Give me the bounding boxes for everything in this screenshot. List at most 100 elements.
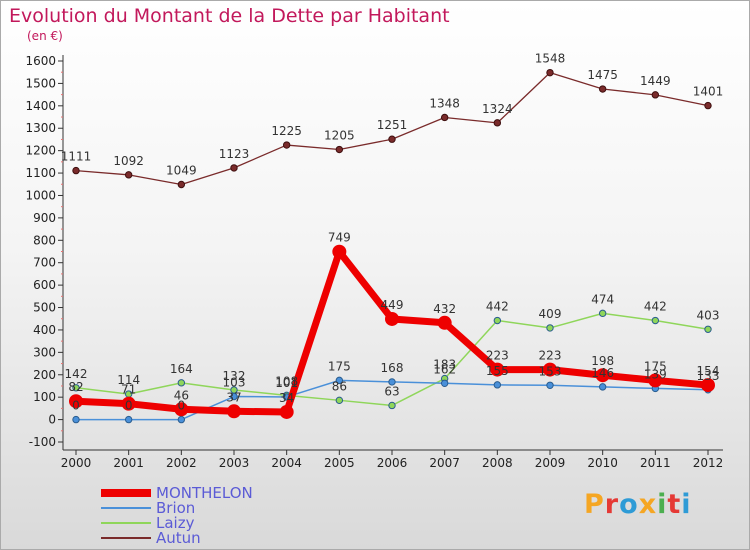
data-label-laizy: 142: [65, 367, 88, 381]
data-label-monthelon: 37: [226, 390, 241, 404]
data-label-laizy: 132: [223, 369, 246, 383]
data-label-monthelon: 223: [539, 349, 562, 363]
axes: -100010020030040050060070080090010001100…: [25, 54, 723, 470]
x-tick-label: 2007: [429, 456, 460, 470]
data-point-autun: [440, 113, 449, 122]
data-point-autun: [335, 145, 344, 154]
data-point-autun: [493, 119, 502, 127]
legend-swatch: [101, 489, 151, 497]
data-point-autun: [388, 135, 396, 143]
data-label-monthelon: 71: [121, 383, 136, 397]
y-tick-label: 1400: [25, 99, 56, 113]
data-label-monthelon: 223: [486, 349, 509, 363]
data-point-brion: [124, 415, 133, 424]
data-label-monthelon: 449: [381, 298, 404, 312]
data-point-monthelon: [279, 404, 294, 419]
x-tick-label: 2005: [324, 456, 355, 470]
data-point-brion: [335, 376, 344, 385]
data-label-autun: 1324: [482, 102, 513, 116]
data-point-brion: [493, 381, 502, 389]
data-label-autun: 1401: [693, 85, 724, 99]
y-tick-label: 1600: [25, 54, 56, 68]
x-tick-label: 2002: [166, 456, 197, 470]
data-point-brion: [177, 415, 186, 424]
legend-label: Laizy: [156, 514, 195, 532]
y-tick-label: 1300: [25, 121, 56, 135]
data-label-laizy: 474: [591, 292, 614, 306]
data-label-monthelon: 198: [591, 354, 614, 368]
data-label-autun: 1092: [113, 154, 144, 168]
data-label-brion: 133: [697, 369, 720, 383]
data-label-autun: 1251: [377, 118, 408, 132]
data-label-autun: 1111: [61, 150, 92, 164]
data-label-brion: 0: [125, 399, 133, 413]
data-point-monthelon: [121, 396, 136, 411]
x-tick-label: 2008: [482, 456, 513, 470]
y-tick-label: 1500: [25, 76, 56, 90]
logo-letter: t: [667, 489, 682, 520]
data-label-laizy: 442: [644, 300, 667, 314]
legend-swatch: [101, 537, 151, 539]
x-tick-label: 2003: [219, 456, 250, 470]
unit-label: (en €): [27, 29, 63, 43]
data-point-monthelon: [332, 244, 347, 259]
data-point-autun: [230, 164, 238, 172]
data-point-brion: [72, 415, 80, 424]
data-point-laizy: [651, 316, 660, 325]
data-label-brion: 162: [433, 362, 456, 376]
data-label-autun: 1475: [587, 68, 618, 82]
legend-label: Brion: [156, 499, 196, 517]
y-tick-label: 1000: [25, 188, 56, 202]
y-tick-label: 300: [33, 345, 56, 359]
data-point-brion: [388, 378, 396, 386]
data-point-laizy: [704, 325, 712, 333]
chart-title: Evolution du Montant de la Dette par Hab…: [9, 5, 450, 27]
logo-letter: P: [584, 489, 605, 520]
x-tick-label: 2006: [377, 456, 408, 470]
data-label-brion: 155: [486, 364, 509, 378]
data-label-laizy: 183: [433, 358, 456, 372]
proxiti-logo: Proxiti: [584, 489, 692, 520]
y-tick-label: 500: [33, 301, 56, 315]
data-point-autun: [282, 141, 291, 149]
data-label-laizy: 114: [117, 373, 140, 387]
y-tick-label: 200: [33, 368, 56, 382]
logo-letter: i: [681, 489, 692, 520]
data-point-monthelon: [543, 362, 557, 377]
data-label-brion: 103: [223, 376, 246, 390]
data-point-laizy: [546, 324, 554, 332]
x-tick-label: 2001: [113, 456, 144, 470]
data-label-laizy: 403: [697, 308, 720, 322]
data-label-laizy: 442: [486, 300, 509, 314]
legend-swatch: [101, 522, 151, 524]
y-tick-label: 1100: [25, 166, 56, 180]
x-tick-label: 2004: [271, 456, 302, 470]
data-point-brion: [546, 381, 554, 389]
x-tick-label: 2011: [640, 456, 671, 470]
y-tick-label: 100: [33, 390, 56, 404]
data-label-laizy: 409: [539, 307, 562, 321]
data-point-laizy: [177, 379, 186, 387]
data-label-monthelon: 749: [328, 231, 351, 245]
logo-letter: o: [619, 489, 639, 520]
data-label-brion: 101: [275, 376, 298, 390]
data-label-monthelon: 82: [68, 380, 83, 394]
data-point-monthelon: [595, 368, 610, 383]
data-point-monthelon: [174, 402, 189, 417]
data-label-monthelon: 154: [697, 364, 720, 378]
data-point-autun: [72, 166, 80, 175]
data-label-brion: 0: [72, 399, 80, 413]
logo-letter: x: [638, 489, 658, 520]
legend-label: Autun: [156, 529, 201, 547]
data-label-autun: 1348: [429, 96, 460, 110]
data-point-brion: [440, 379, 449, 387]
data-point-monthelon: [648, 373, 663, 388]
y-tick-label: -100: [29, 435, 56, 449]
data-point-laizy: [493, 316, 502, 325]
data-label-brion: 146: [591, 366, 614, 380]
data-label-autun: 1225: [271, 124, 302, 138]
data-label-laizy: 108: [275, 374, 298, 388]
